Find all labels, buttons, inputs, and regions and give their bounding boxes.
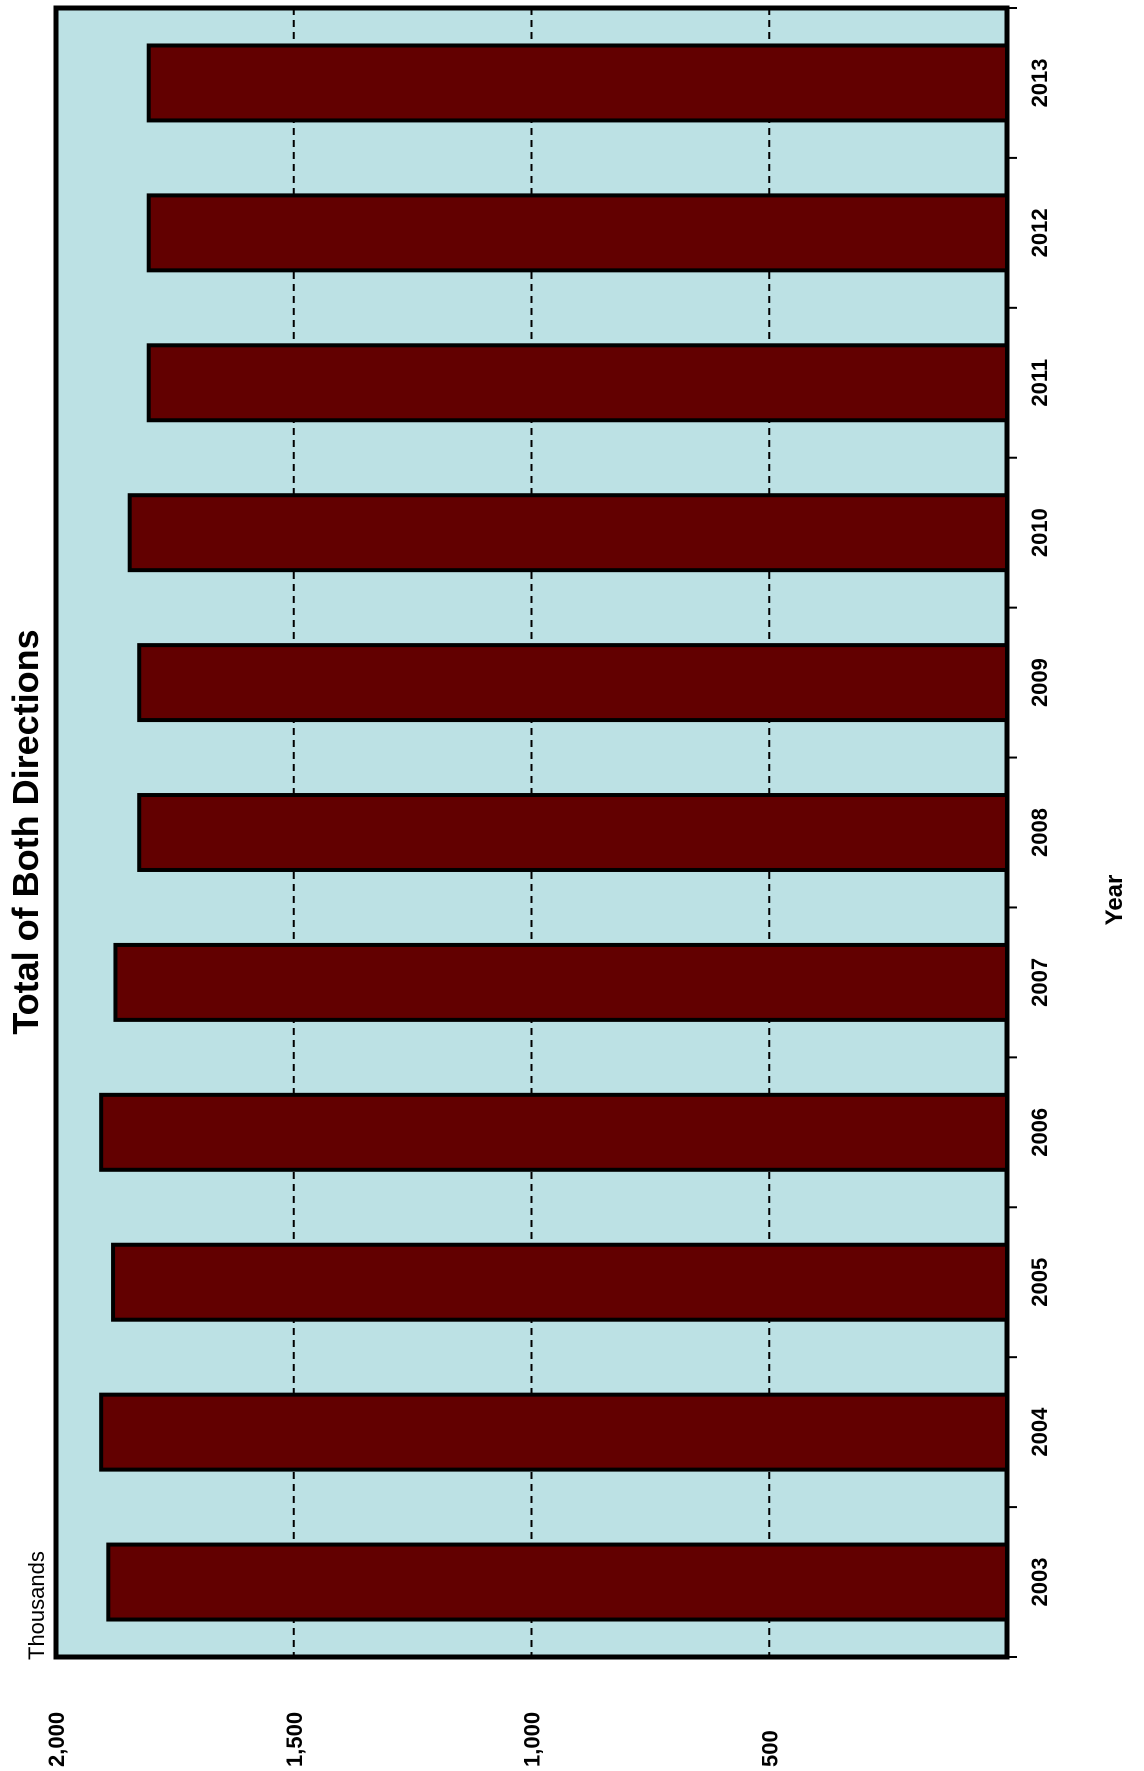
unit-label: Thousands	[24, 1551, 49, 1660]
value-tick-label: 500	[757, 1730, 782, 1767]
category-label-2012: 2012	[1027, 208, 1052, 257]
bar-2007	[113, 942, 1009, 1022]
category-label-2008: 2008	[1027, 808, 1052, 857]
chart-title: Total of Both Directions	[5, 629, 46, 1034]
value-tick-label: 1,500	[282, 1712, 307, 1767]
category-label-2010: 2010	[1027, 508, 1052, 557]
gridlines	[292, 8, 771, 1657]
x-axis-title: Year	[1101, 875, 1128, 926]
category-label-2013: 2013	[1027, 58, 1052, 107]
category-label-2005: 2005	[1027, 1258, 1052, 1307]
bar-2013	[146, 43, 1010, 123]
bar-2005	[111, 1242, 1009, 1322]
value-ticks: 2,000 1,500 1,000 500	[44, 1712, 782, 1767]
category-label-2004: 2004	[1027, 1407, 1052, 1457]
value-tick-label: 2,000	[44, 1712, 69, 1767]
bar-2012	[146, 193, 1010, 273]
bar-2010	[127, 493, 1009, 573]
bar-2011	[146, 343, 1010, 423]
category-label-2007: 2007	[1027, 958, 1052, 1007]
category-label-2011: 2011	[1027, 359, 1052, 407]
bar-2009	[137, 643, 1009, 723]
category-label-2003: 2003	[1027, 1558, 1052, 1607]
bar-2003	[106, 1542, 1010, 1622]
value-tick-label: 1,000	[520, 1712, 545, 1767]
category-label-2006: 2006	[1027, 1108, 1052, 1157]
bar-2004	[99, 1392, 1010, 1472]
bar-2006	[99, 1092, 1010, 1172]
bar-2008	[137, 793, 1009, 872]
bars	[99, 43, 1010, 1622]
category-ticks: 2003 2004 2005 2006 2007 2008 2009 2010 2011 2012…	[1007, 7, 1052, 1658]
category-label-2009: 2009	[1027, 658, 1052, 707]
